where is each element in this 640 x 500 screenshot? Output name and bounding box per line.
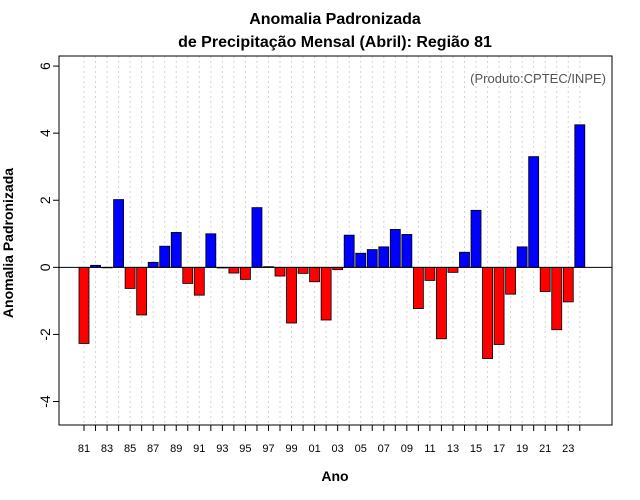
bar-01 <box>309 266 321 283</box>
x-tick-label: 81 <box>78 443 90 455</box>
bar-04 <box>343 234 355 268</box>
x-tick-label: 93 <box>216 443 228 455</box>
bar-10 <box>412 266 424 309</box>
bar-00 <box>297 266 309 274</box>
x-tick-label: 13 <box>447 443 459 455</box>
x-tick-label: 05 <box>355 443 367 455</box>
bar-24 <box>574 124 586 268</box>
bar-22 <box>551 266 563 331</box>
bar-06 <box>366 249 378 268</box>
bar-89 <box>170 232 182 268</box>
bar-05 <box>355 252 367 268</box>
y-tick-label: -2 <box>37 328 53 341</box>
x-tick-label: 15 <box>470 443 482 455</box>
x-tick-label: 19 <box>516 443 528 455</box>
x-tick-label: 11 <box>424 443 435 455</box>
x-axis-label: Ano <box>321 468 348 484</box>
x-tick-label: 95 <box>239 443 251 455</box>
bar-20 <box>528 156 540 268</box>
bar-11 <box>424 266 436 281</box>
bar-88 <box>159 245 171 268</box>
bar-02 <box>320 266 332 321</box>
bar-86 <box>136 266 148 316</box>
plot-box <box>58 55 613 426</box>
y-tick-label: 4 <box>37 129 53 137</box>
x-tick-label: 85 <box>124 443 136 455</box>
y-axis-label: Anomalia Padronizada <box>0 168 16 318</box>
bar-85 <box>124 266 136 289</box>
bar-90 <box>182 266 194 284</box>
bar-23 <box>562 266 574 303</box>
bar-81 <box>78 266 90 344</box>
bar-14 <box>459 251 470 268</box>
x-axis: 81 83 85 87 89 91 93 95 97 99 01 03 05 07 09 11 13 15 17 19… <box>78 425 581 455</box>
x-tick-label: 01 <box>308 443 320 455</box>
x-tick-label: 91 <box>193 443 205 455</box>
bar-91 <box>193 266 205 296</box>
bar-92 <box>205 233 217 268</box>
bar-12 <box>436 266 447 340</box>
bar-15 <box>470 209 482 268</box>
x-tick-label: 03 <box>332 443 344 455</box>
bar-96 <box>251 207 263 268</box>
y-tick-label: 0 <box>37 263 53 271</box>
bar-84 <box>113 199 124 268</box>
x-tick-label: 23 <box>562 443 574 455</box>
y-axis: 6 4 2 0 -2 -4 <box>37 62 59 408</box>
bar-98 <box>274 266 286 277</box>
x-tick-label: 21 <box>539 443 551 455</box>
x-tick-label: 97 <box>262 443 274 455</box>
bar-95 <box>240 266 251 280</box>
x-tick-label: 99 <box>285 443 297 455</box>
x-tick-label: 87 <box>147 443 159 455</box>
chart-title: Anomalia Padronizada <box>249 11 421 28</box>
x-tick-label: 89 <box>170 443 182 455</box>
bar-13 <box>447 266 459 273</box>
bar-87 <box>147 261 159 268</box>
bars <box>78 124 586 359</box>
bar-94 <box>228 266 240 274</box>
bar-08 <box>389 229 401 268</box>
chart-subtitle: de Precipitação Mensal (Abril): Região 8… <box>178 34 492 51</box>
bar-19 <box>516 246 528 268</box>
bar-21 <box>539 266 551 292</box>
y-tick-label: 6 <box>37 62 53 70</box>
grid-lines <box>83 56 581 425</box>
bar-99 <box>286 266 297 324</box>
bar-07 <box>378 246 390 268</box>
y-tick-label: 2 <box>37 196 53 204</box>
y-tick-label: -4 <box>37 395 53 408</box>
bar-17 <box>493 266 505 345</box>
x-tick-label: 17 <box>493 443 505 455</box>
source-annotation: (Produto:CPTEC/INPE) <box>470 71 606 86</box>
x-tick-label: 09 <box>401 443 413 455</box>
bar-16 <box>482 266 493 359</box>
x-tick-label: 07 <box>378 443 390 455</box>
bar-09 <box>401 234 413 268</box>
bar-18 <box>505 266 517 295</box>
x-tick-label: 83 <box>101 443 113 455</box>
